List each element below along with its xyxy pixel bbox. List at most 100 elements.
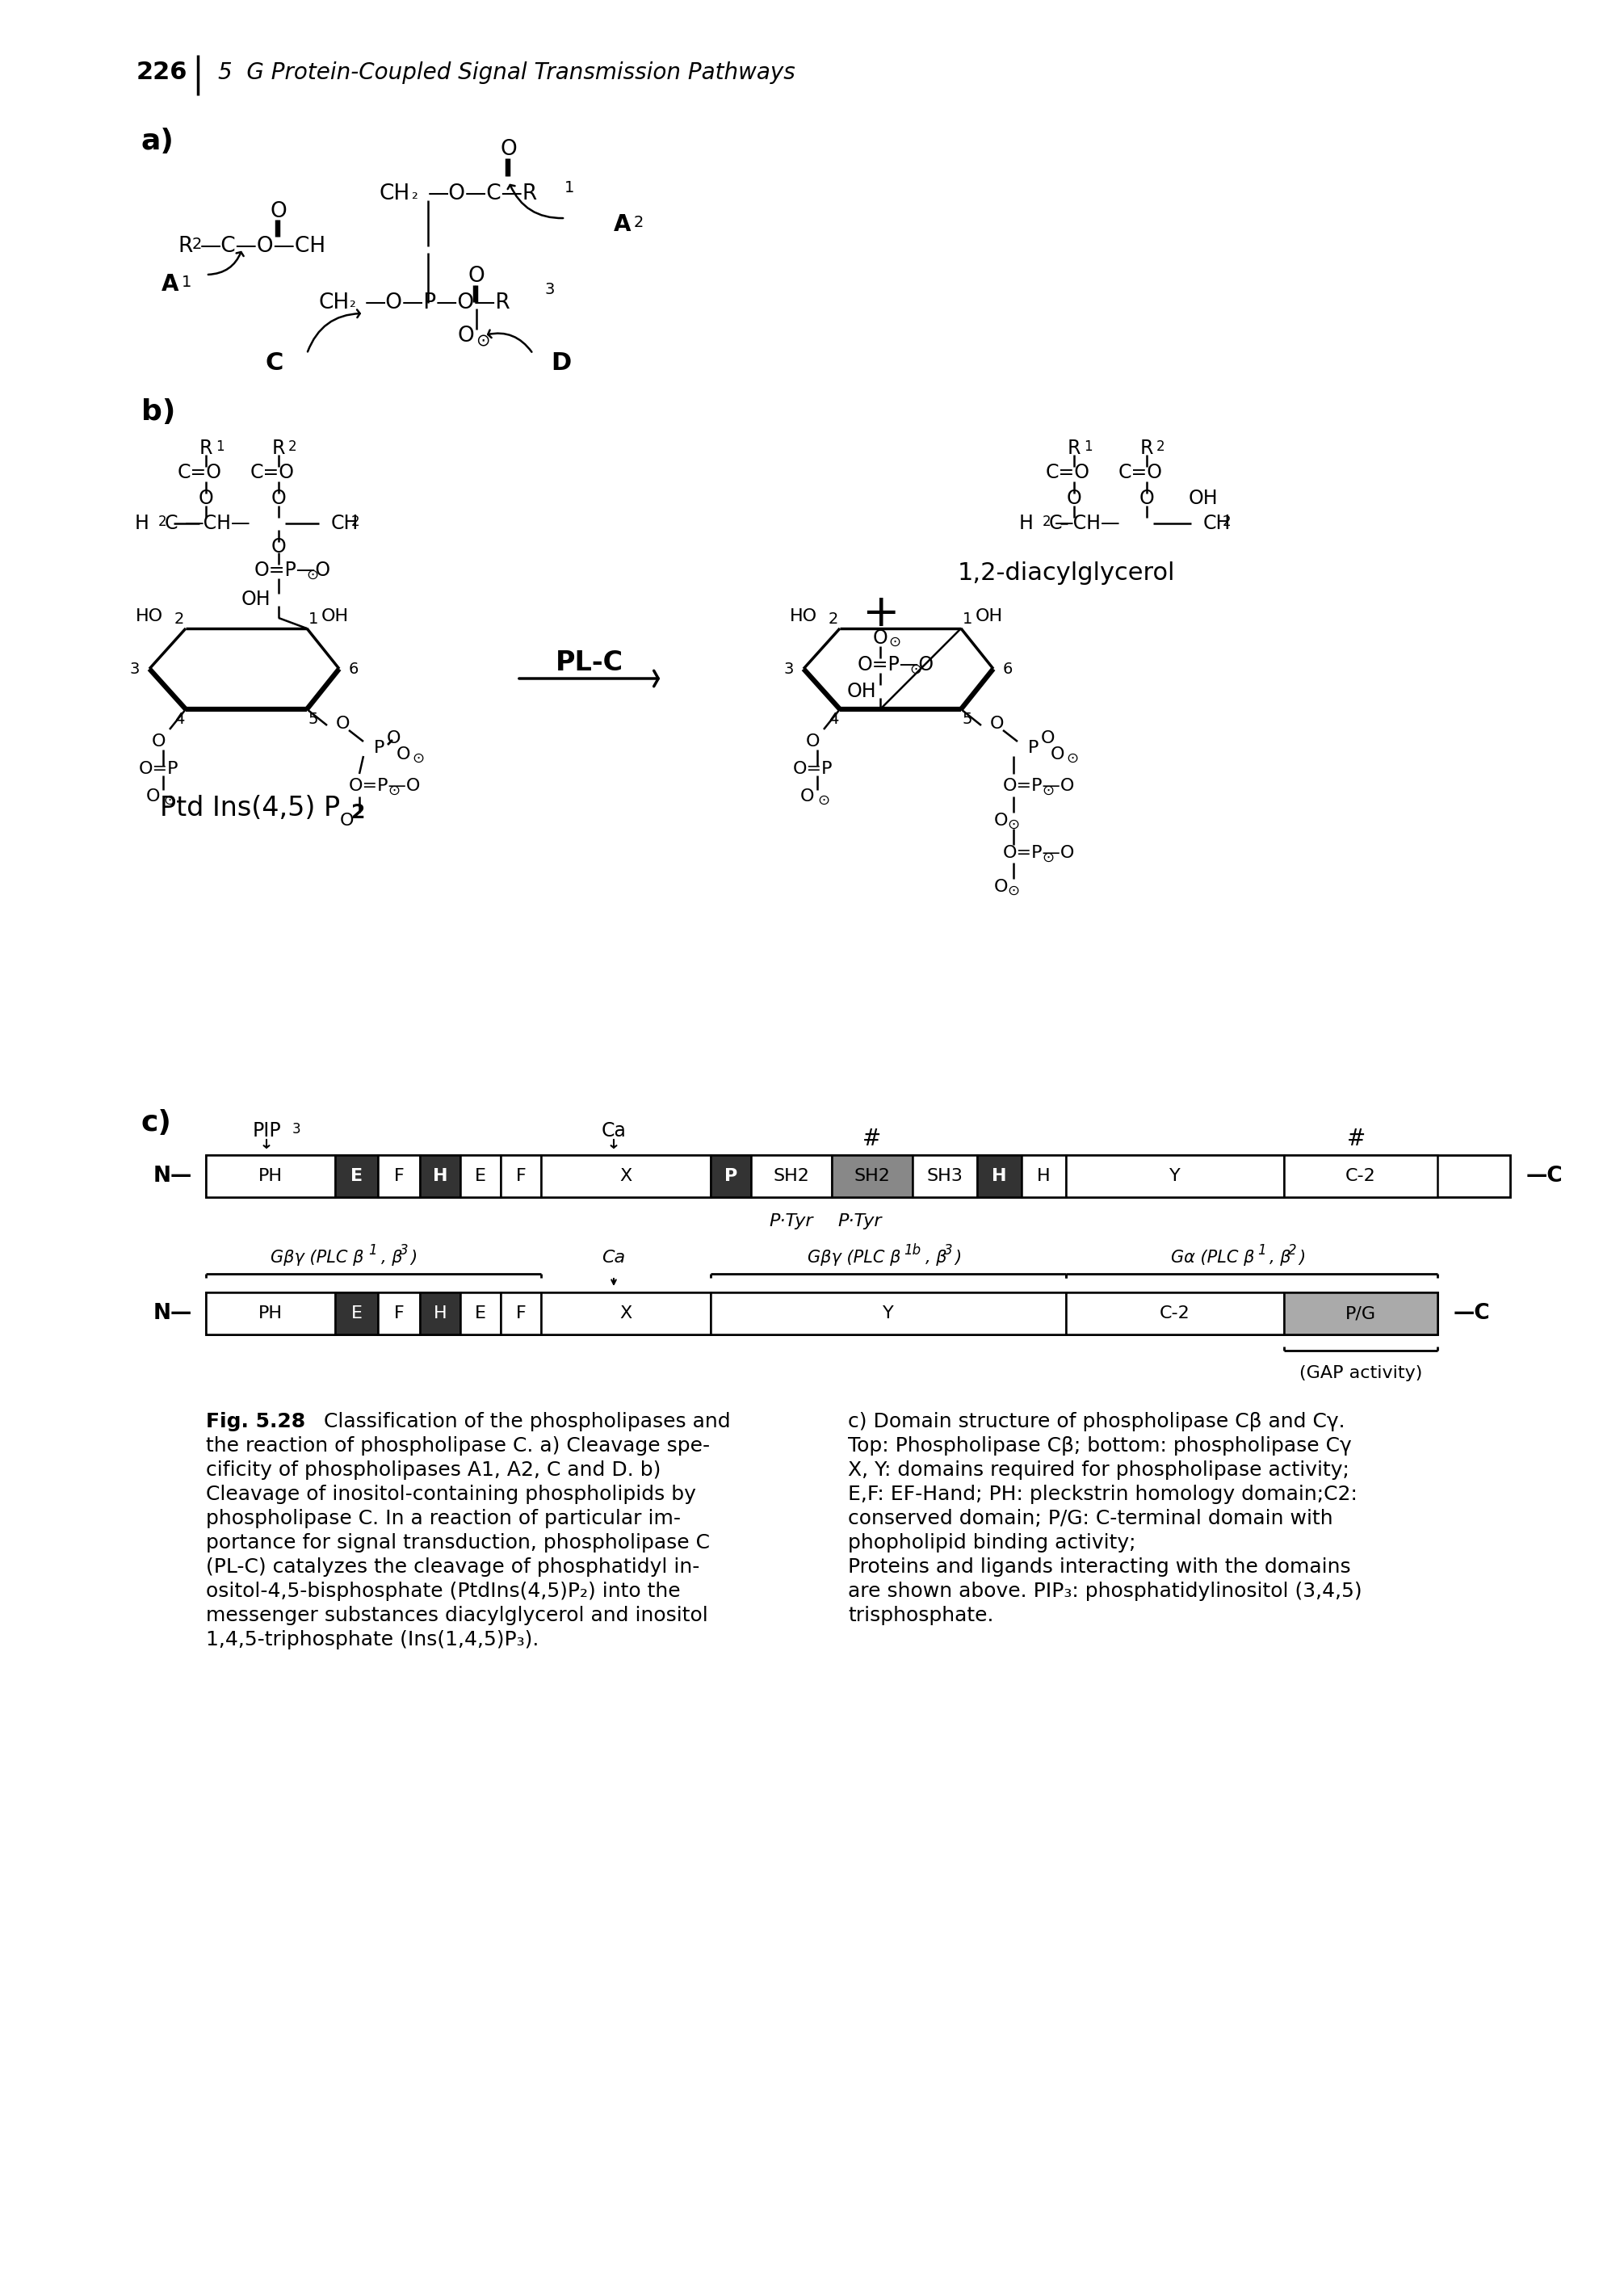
Bar — [711, 1292, 1065, 1335]
Text: HO: HO — [136, 609, 162, 625]
Text: E: E — [351, 1168, 362, 1184]
Text: Ca: Ca — [601, 1122, 627, 1140]
Text: 1: 1 — [1259, 1243, 1267, 1257]
Text: phospholipase C. In a reaction of particular im-: phospholipase C. In a reaction of partic… — [206, 1509, 680, 1527]
Bar — [206, 1292, 1437, 1335]
Text: ⊙: ⊙ — [1067, 751, 1078, 765]
Text: 2: 2 — [351, 515, 361, 529]
Text: 1: 1 — [565, 181, 575, 197]
Text: ⊙: ⊙ — [476, 332, 490, 348]
Bar — [831, 1154, 913, 1198]
Bar — [500, 1292, 541, 1335]
Text: P·Tyr: P·Tyr — [838, 1214, 882, 1230]
Text: H: H — [135, 513, 149, 534]
Text: ₂: ₂ — [349, 295, 356, 311]
Bar — [541, 1292, 711, 1335]
Text: trisphosphate.: trisphosphate. — [848, 1605, 994, 1626]
Text: ): ) — [955, 1250, 961, 1266]
Text: —CH—: —CH— — [185, 513, 252, 534]
Text: O: O — [1138, 488, 1155, 508]
Bar — [421, 1292, 460, 1335]
Bar — [335, 1292, 378, 1335]
Text: 1b: 1b — [905, 1243, 921, 1257]
Bar — [541, 1154, 711, 1198]
Text: b): b) — [141, 398, 175, 426]
Text: P/G: P/G — [1345, 1305, 1376, 1321]
Bar — [206, 1292, 335, 1335]
Text: cificity of phospholipases A1, A2, C and D. b): cificity of phospholipases A1, A2, C and… — [206, 1461, 661, 1479]
Text: Gβγ (PLC β: Gβγ (PLC β — [807, 1250, 901, 1266]
Text: OH: OH — [1189, 488, 1218, 508]
Text: OH: OH — [976, 609, 1004, 625]
Text: O: O — [500, 140, 516, 160]
Text: 5: 5 — [963, 712, 973, 726]
Text: ⊙: ⊙ — [909, 662, 922, 678]
Text: O=P: O=P — [793, 760, 833, 776]
Text: P: P — [724, 1168, 737, 1184]
Text: X: X — [620, 1305, 632, 1321]
Text: (PL-C) catalyzes the cleavage of phosphatidyl in-: (PL-C) catalyzes the cleavage of phospha… — [206, 1557, 700, 1578]
Text: PIP: PIP — [252, 1122, 281, 1140]
Text: 2: 2 — [1043, 515, 1051, 529]
Text: , β: , β — [926, 1250, 947, 1266]
Text: O: O — [468, 266, 486, 286]
Text: O: O — [994, 879, 1009, 895]
Bar — [378, 1154, 421, 1198]
Text: 2: 2 — [174, 611, 184, 627]
Text: 5  G Protein-Coupled Signal Transmission Pathways: 5 G Protein-Coupled Signal Transmission … — [218, 62, 796, 85]
Text: ⊙: ⊙ — [307, 568, 318, 582]
Text: , β: , β — [1270, 1250, 1291, 1266]
Text: ⊙: ⊙ — [1007, 818, 1020, 831]
Text: Proteins and ligands interacting with the domains: Proteins and ligands interacting with th… — [848, 1557, 1351, 1578]
Text: 2: 2 — [289, 440, 297, 453]
Bar — [1285, 1292, 1437, 1335]
Text: CH: CH — [318, 293, 349, 314]
Text: 1: 1 — [182, 275, 192, 291]
Text: 1: 1 — [216, 440, 224, 453]
Text: O: O — [271, 488, 286, 508]
Text: Ptd Ins(4,5) P: Ptd Ins(4,5) P — [161, 795, 341, 822]
Bar — [913, 1154, 978, 1198]
Text: ⊙: ⊙ — [1043, 850, 1054, 866]
Text: CH: CH — [1203, 513, 1231, 534]
Text: Y: Y — [883, 1305, 893, 1321]
Text: —C: —C — [1453, 1303, 1491, 1324]
Text: O: O — [339, 813, 354, 829]
Text: F: F — [393, 1305, 404, 1321]
Text: a): a) — [141, 128, 174, 156]
Text: ⊙: ⊙ — [164, 792, 175, 808]
Text: —O—P—O—R: —O—P—O—R — [365, 293, 512, 314]
Text: X: X — [620, 1168, 632, 1184]
Text: A: A — [161, 273, 179, 295]
Text: Top: Phospholipase Cβ; bottom: phospholipase Cγ: Top: Phospholipase Cβ; bottom: phospholi… — [848, 1436, 1351, 1456]
Text: O=P: O=P — [140, 760, 179, 776]
Text: E: E — [351, 1305, 362, 1321]
Text: C: C — [1049, 513, 1062, 534]
Text: 2: 2 — [192, 236, 203, 252]
Text: C-2: C-2 — [1346, 1168, 1376, 1184]
Text: O=P—O: O=P—O — [349, 779, 421, 795]
Text: —CH—: —CH— — [1056, 513, 1121, 534]
Text: SH3: SH3 — [927, 1168, 963, 1184]
Text: C=O: C=O — [250, 463, 294, 483]
Text: Classification of the phospholipases and: Classification of the phospholipases and — [310, 1413, 731, 1431]
Text: O: O — [336, 717, 351, 733]
Text: OH: OH — [240, 589, 271, 609]
Text: ): ) — [411, 1250, 417, 1266]
Text: E: E — [474, 1168, 486, 1184]
Text: —O—C—R: —O—C—R — [429, 183, 538, 204]
Bar — [421, 1154, 460, 1198]
Text: O: O — [271, 538, 286, 556]
Text: SH2: SH2 — [773, 1168, 809, 1184]
Text: SH2: SH2 — [854, 1168, 890, 1184]
Text: ⊙: ⊙ — [412, 751, 424, 765]
Text: ositol-4,5-bisphosphate (PtdIns(4,5)P₂) into the: ositol-4,5-bisphosphate (PtdIns(4,5)P₂) … — [206, 1582, 680, 1601]
Text: F: F — [393, 1168, 404, 1184]
Text: the reaction of phospholipase C. a) Cleavage spe-: the reaction of phospholipase C. a) Clea… — [206, 1436, 710, 1456]
Text: O: O — [1041, 731, 1056, 747]
Text: C: C — [164, 513, 179, 534]
Text: ⊙: ⊙ — [817, 792, 830, 808]
Text: P: P — [1028, 740, 1039, 756]
Text: 3: 3 — [130, 662, 140, 676]
Text: 1: 1 — [309, 611, 318, 627]
